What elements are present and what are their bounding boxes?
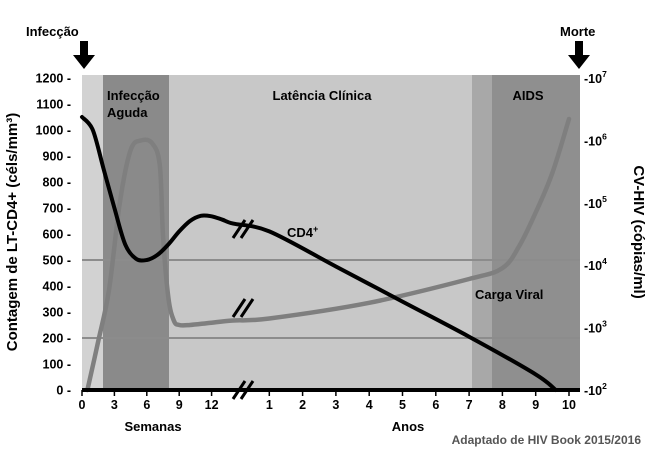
- y-left-tick-label-1200: 1200 -: [36, 72, 71, 86]
- series-label-cd4: CD4+: [287, 224, 318, 240]
- event-label-infection: Infecção: [26, 24, 79, 39]
- x-tick-label-years-7: 7: [466, 398, 473, 412]
- event-label-death: Morte: [560, 24, 595, 39]
- y-left-tick-label-300: 300 -: [43, 306, 72, 320]
- phase-label-aids: AIDS: [512, 88, 543, 103]
- y-left-tick-label-0: 0 -: [56, 384, 71, 398]
- y-left-tick-label-600: 600 -: [43, 228, 72, 242]
- y-right-tick-label-4: -104: [584, 256, 607, 273]
- x-tick-label-years-10: 10: [562, 398, 576, 412]
- x-tick-label-years-6: 6: [432, 398, 439, 412]
- phase-region-aids-fade: [472, 75, 492, 390]
- y-right-tick-label-2: -102: [584, 381, 607, 398]
- y-right-tick-label-6: -106: [584, 131, 607, 148]
- y-left-tick-label-900: 900 -: [43, 150, 72, 164]
- y-left-tick-label-700: 700 -: [43, 202, 72, 216]
- phase-region-acute: [103, 75, 169, 390]
- y-left-tick-label-100: 100 -: [43, 358, 72, 372]
- y-left-tick-label-200: 200 -: [43, 332, 72, 346]
- axis-break-viral: [231, 298, 255, 318]
- series-label-viral: Carga Viral: [475, 287, 543, 302]
- x-segment-label-years: Anos: [392, 419, 425, 434]
- x-tick-label-years-9: 9: [532, 398, 539, 412]
- series-line-viral-load: [85, 116, 572, 393]
- axis-break-x: [231, 380, 255, 400]
- y-left-tick-label-500: 500 -: [43, 254, 72, 268]
- x-tick-label-years-1: 1: [266, 398, 273, 412]
- phase-label-acute-2: Aguda: [107, 105, 148, 120]
- x-tick-label-years-5: 5: [399, 398, 406, 412]
- y-right-axis-title: CV-HIV (cópias/ml): [630, 165, 647, 298]
- y-left-tick-label-400: 400 -: [43, 280, 72, 294]
- x-tick-label-weeks-9: 9: [176, 398, 183, 412]
- infection-arrow-icon: [73, 41, 95, 69]
- source-annotation: Adaptado de HIV Book 2015/2016: [452, 433, 642, 447]
- death-arrow-icon: [568, 41, 590, 69]
- y-right-tick-label-7: -107: [584, 69, 607, 86]
- x-tick-label-years-2: 2: [299, 398, 306, 412]
- x-segment-label-weeks: Semanas: [124, 419, 181, 434]
- phase-region-latency: [169, 75, 472, 390]
- x-tick-label-years-3: 3: [332, 398, 339, 412]
- phase-label-acute-1: Infecção: [107, 88, 160, 103]
- x-tick-label-weeks-0: 0: [79, 398, 86, 412]
- y-left-axis-title: Contagem de LT-CD4+ (céls/mm³): [4, 113, 21, 352]
- y-left-tick-label-800: 800 -: [43, 176, 72, 190]
- y-right-tick-label-3: -103: [584, 319, 607, 336]
- y-left-tick-label-1000: 1000 -: [36, 124, 71, 138]
- x-tick-label-weeks-6: 6: [143, 398, 150, 412]
- y-right-tick-label-5: -105: [584, 194, 607, 211]
- x-tick-label-weeks-3: 3: [111, 398, 118, 412]
- axis-break-cd4: [231, 219, 255, 239]
- y-left-tick-label-1100: 1100 -: [36, 98, 71, 112]
- x-tick-label-weeks-12: 12: [205, 398, 219, 412]
- series-line-cd4: [80, 115, 558, 392]
- x-tick-label-years-8: 8: [499, 398, 506, 412]
- phase-label-latency: Latência Clínica: [273, 88, 373, 103]
- x-tick-label-years-4: 4: [366, 398, 373, 412]
